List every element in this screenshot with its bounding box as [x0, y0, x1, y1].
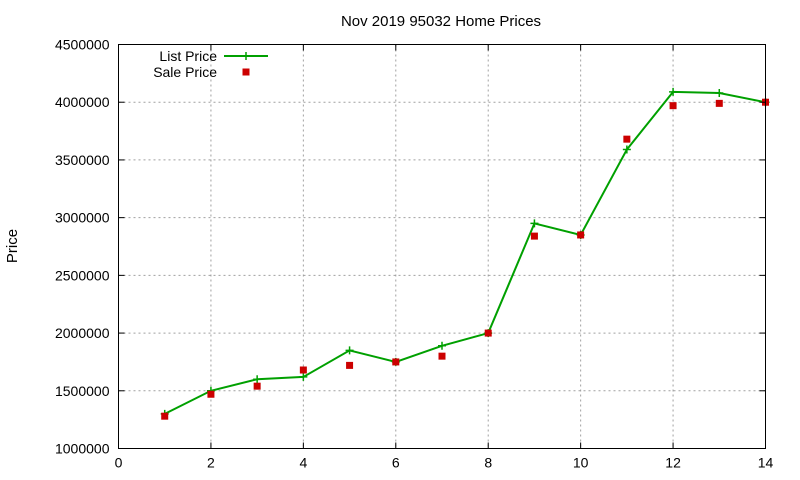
- x-tick-label: 10: [573, 455, 589, 471]
- sale-price-point: [299, 366, 307, 374]
- y-tick-label: 4000000: [55, 94, 110, 110]
- legend-label: Sale Price: [153, 64, 217, 80]
- list-price-point: [438, 341, 446, 350]
- list-price-point: [715, 88, 724, 97]
- sale-price-point: [392, 358, 400, 366]
- sale-price-point: [530, 232, 538, 240]
- x-tick-label: 2: [207, 455, 215, 471]
- y-tick-label: 2500000: [55, 267, 110, 283]
- sale-price-point: [484, 329, 492, 337]
- series-sale-price: [161, 98, 769, 420]
- legend-list-price-marker: [242, 52, 250, 60]
- plot-series: [160, 87, 770, 420]
- sale-price-point: [253, 382, 261, 390]
- y-tick-label: 2000000: [55, 325, 110, 341]
- sale-price-point: [577, 231, 585, 239]
- x-tick-label: 8: [484, 455, 492, 471]
- x-tick-label: 0: [115, 455, 123, 471]
- sale-price-point: [346, 361, 354, 369]
- grid-lines: [118, 44, 766, 449]
- x-tick-label: 14: [758, 455, 774, 471]
- list-price-point: [669, 87, 678, 96]
- sale-price-point: [715, 99, 723, 107]
- x-tick-label: 6: [392, 455, 400, 471]
- list-price-point: [622, 145, 631, 154]
- legend-label: List Price: [159, 48, 217, 64]
- legend-sale-price-marker: [242, 68, 250, 76]
- list-price-line: [164, 90, 766, 415]
- plot-frame: [118, 44, 766, 449]
- x-tick-label: 4: [299, 455, 307, 471]
- y-tick-label: 1000000: [55, 441, 110, 457]
- sale-price-point: [207, 390, 215, 398]
- y-tick-label: 4500000: [55, 37, 110, 53]
- series-list-price: [160, 87, 770, 418]
- list-price-point: [299, 372, 308, 381]
- sale-price-point: [161, 412, 169, 420]
- list-price-point: [530, 219, 539, 228]
- y-tick-label: 1500000: [55, 383, 110, 399]
- list-price-point: [253, 375, 262, 384]
- y-axis-label: Price: [4, 229, 21, 263]
- sale-price-point: [438, 352, 446, 360]
- sale-price-point: [669, 102, 677, 110]
- list-price-point: [345, 346, 354, 355]
- axis-ticks: 0 2 4 6 8 10 12 14 1000000 1500000 2000000 2500000 3…: [55, 37, 774, 471]
- x-tick-label: 12: [665, 455, 681, 471]
- sale-price-point: [623, 135, 631, 143]
- chart-title: Nov 2019 95032 Home Prices: [341, 13, 541, 30]
- y-tick-label: 3000000: [55, 210, 110, 226]
- y-tick-label: 3500000: [55, 152, 110, 168]
